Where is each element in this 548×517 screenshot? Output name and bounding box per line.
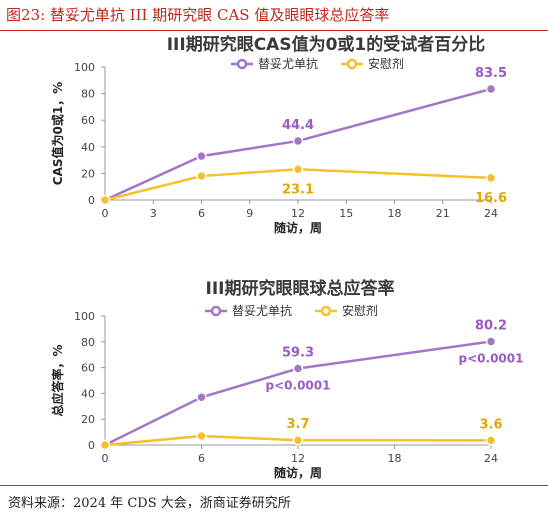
chart1-x-tick-label: 18 — [388, 207, 402, 220]
top-divider — [0, 30, 548, 31]
chart2-series-line-2 — [104, 434, 492, 447]
chart2-data-point — [485, 435, 497, 446]
chart2-data-point — [292, 363, 304, 374]
chart1-data-point — [99, 194, 111, 206]
chart2-x-tick-label: 6 — [198, 452, 205, 465]
chart2-x-tick-label: 0 — [102, 452, 109, 465]
chart1-data-point — [196, 150, 207, 162]
chart2-x-axis-label: 随访，周 — [274, 465, 322, 480]
chart2-legend-label-1: 替妥尤单抗 — [232, 303, 292, 318]
chart1-data-label: 44.4 — [282, 118, 314, 133]
chart2-data-point — [485, 336, 497, 347]
chart2-data-point — [196, 392, 207, 403]
chart1-x-tick-label: 6 — [198, 207, 205, 220]
chart1-data-label: 16.6 — [475, 191, 507, 206]
chart2-y-tick-label: 80 — [81, 336, 95, 349]
source-note: 资料来源：2024 年 CDS 大会，浙商证券研究所 — [8, 496, 291, 511]
chart1-y-tick-label: 40 — [81, 141, 95, 154]
chart1-x-tick-label: 15 — [339, 207, 353, 220]
chart2-p-value-label: p<0.0001 — [459, 352, 524, 366]
chart2-legend-marker-1 — [210, 305, 222, 317]
chart1-x-axis-label: 随访，周 — [274, 220, 322, 235]
chart1-x-tick-label: 24 — [484, 207, 498, 220]
chart1-y-tick-label: 100 — [74, 61, 95, 74]
chart2-data-label: 59.3 — [282, 346, 314, 361]
chart1-legend-marker-1 — [236, 58, 248, 70]
chart1-title: III期研究眼CAS值为0或1的受试者百分比 — [167, 34, 486, 55]
bottom-divider — [0, 485, 548, 486]
chart1-legend-label-2: 安慰剂 — [368, 56, 404, 71]
chart1-data-label: 23.1 — [282, 182, 314, 197]
chart1-data-point — [485, 172, 497, 184]
chart2-x-tick-label: 24 — [484, 452, 498, 465]
chart2-data-label: 80.2 — [475, 319, 507, 334]
chart2-y-tick-label: 20 — [81, 413, 95, 426]
chart1-x-tick-label: 0 — [102, 207, 109, 220]
chart1-x-tick-label: 21 — [436, 207, 450, 220]
chart1-x-tick-label: 12 — [291, 207, 305, 220]
chart2-title: III期研究眼眼球总应答率 — [206, 278, 395, 299]
chart1-y-axis-label: CAS值为0或1，% — [50, 82, 65, 185]
chart2-legend-marker-2 — [320, 305, 332, 317]
chart2-data-label: 3.6 — [479, 417, 502, 432]
chart1-data-point — [485, 83, 497, 95]
chart2-series-line-1 — [104, 340, 492, 447]
chart1-legend-label-1: 替妥尤单抗 — [258, 56, 318, 71]
chart1-y-tick-label: 20 — [81, 167, 95, 180]
chart1-y-tick-label: 60 — [81, 114, 95, 127]
chart1-y-tick-label: 0 — [88, 194, 95, 207]
chart2-data-point — [99, 439, 111, 451]
chart2-y-tick-label: 60 — [81, 362, 95, 375]
chart2-y-tick-label: 100 — [74, 310, 95, 323]
chart2-data-point — [292, 434, 304, 446]
chart2-x-tick-label: 18 — [388, 452, 402, 465]
chart2-data-point — [196, 430, 207, 442]
chart1-legend-marker-2 — [346, 58, 358, 70]
chart1-x-tick-label: 9 — [246, 207, 253, 220]
chart1-series-line-2 — [104, 168, 492, 202]
chart1-data-label: 83.5 — [475, 66, 507, 81]
chart2-y-axis-label: 总应答率，% — [50, 344, 65, 416]
chart2-legend-label-2: 安慰剂 — [342, 303, 378, 318]
chart2-y-tick-label: 40 — [81, 387, 95, 400]
chart1-data-point — [292, 164, 304, 175]
figure-title: 图23: 替妥尤单抗 III 期研究眼 CAS 值及眼眼球总应答率 — [6, 6, 390, 24]
chart1-series-line-1 — [104, 87, 492, 202]
chart2-p-value-label: p<0.0001 — [266, 379, 331, 393]
chart2-y-tick-label: 0 — [88, 439, 95, 452]
chart1-data-point — [292, 135, 304, 147]
chart1-x-tick-label: 3 — [150, 207, 157, 220]
chart2-data-label: 3.7 — [286, 417, 309, 432]
chart1-data-point — [196, 170, 207, 182]
chart1-y-tick-label: 80 — [81, 88, 95, 101]
chart2-x-tick-label: 12 — [291, 452, 305, 465]
